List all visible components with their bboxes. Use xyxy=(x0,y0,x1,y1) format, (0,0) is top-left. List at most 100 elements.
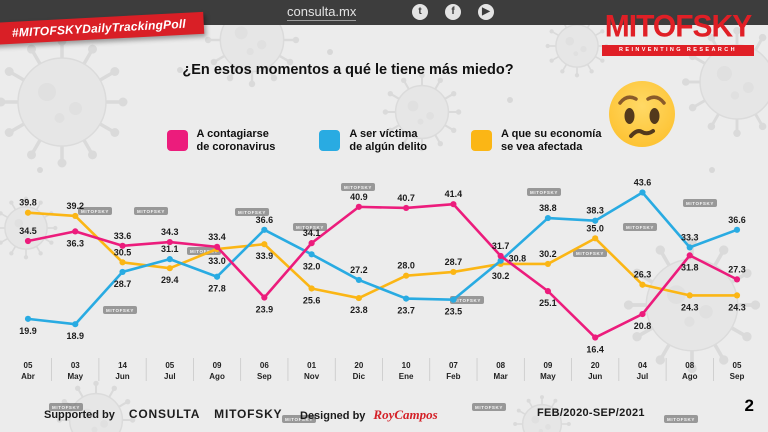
data-point-delito xyxy=(450,296,457,303)
value-label-coronavirus: 34.3 xyxy=(161,227,179,237)
value-label-economia: 30.5 xyxy=(114,247,132,257)
legend-swatch-pink xyxy=(166,130,188,152)
data-point-coronavirus xyxy=(213,243,221,250)
data-point-economia xyxy=(592,235,599,242)
value-label-delito: 38.3 xyxy=(586,206,604,216)
value-label-delito: 23.7 xyxy=(397,306,415,316)
value-label-coronavirus: 33.4 xyxy=(208,232,226,242)
svg-text:MITOFSKY: MITOFSKY xyxy=(238,210,266,215)
x-tick-day: 14 xyxy=(118,361,127,370)
data-point-economia xyxy=(166,265,173,272)
twitter-icon[interactable]: t xyxy=(412,4,428,20)
social-icons: t f ▶ xyxy=(412,4,494,20)
mitofsky-logo: MITOFSKY REINVENTING RESEARCH xyxy=(602,9,754,56)
data-point-coronavirus xyxy=(308,240,315,247)
value-label-coronavirus: 40.7 xyxy=(397,193,415,203)
data-point-coronavirus xyxy=(24,237,32,245)
value-label-economia: 28.0 xyxy=(397,261,415,271)
mitofsky-watermark-pill: MITOFSKY xyxy=(134,207,168,215)
x-tick-month: Ago xyxy=(682,372,698,381)
value-label-delito: 38.8 xyxy=(539,203,557,213)
svg-text:MITOFSKY: MITOFSKY xyxy=(686,201,714,206)
svg-text:MITOFSKY: MITOFSKY xyxy=(453,298,481,303)
value-label-delito: 23.5 xyxy=(445,307,463,317)
data-point-coronavirus xyxy=(592,334,599,341)
data-point-economia xyxy=(308,285,315,292)
legend-item-delito: A ser víctima de algún delito xyxy=(319,128,427,154)
mitofsky-watermark-pill: MITOFSKY xyxy=(472,403,506,411)
svg-text:MITOFSKY: MITOFSKY xyxy=(137,209,165,214)
data-point-economia xyxy=(24,209,32,216)
value-label-economia: 30.2 xyxy=(539,249,557,259)
designed-by-label: Designed by xyxy=(300,410,366,422)
mitofsky-watermark-pill: MITOFSKY xyxy=(573,249,607,257)
data-point-economia xyxy=(733,292,741,299)
x-tick-month: Abr xyxy=(21,372,35,381)
virus-shape xyxy=(56,380,136,432)
data-point-coronavirus xyxy=(261,294,268,301)
value-label-economia: 39.2 xyxy=(67,201,85,211)
data-point-delito xyxy=(308,251,315,258)
data-point-delito xyxy=(355,276,362,284)
legend-label-line: de coronavirus xyxy=(196,140,276,153)
data-point-coronavirus xyxy=(119,242,126,249)
data-point-delito xyxy=(592,217,599,224)
value-label-economia: 29.4 xyxy=(161,275,179,285)
value-label-delito: 30.8 xyxy=(509,254,527,264)
svg-text:MITOFSKY: MITOFSKY xyxy=(190,249,218,254)
data-point-delito xyxy=(213,273,221,280)
data-point-delito xyxy=(119,268,126,276)
data-point-economia xyxy=(355,294,362,302)
mitofsky-brand: MITOFSKY xyxy=(214,407,283,421)
facebook-icon[interactable]: f xyxy=(445,4,461,20)
legend-item-coronavirus: A contagiarse de coronavirus xyxy=(166,128,276,154)
x-tick-month: May xyxy=(67,372,83,381)
value-label-delito: 32.0 xyxy=(303,261,321,271)
data-point-delito xyxy=(733,226,741,233)
value-label-economia: 30.2 xyxy=(492,271,510,281)
chart-legend: A contagiarse de coronavirus A ser vícti… xyxy=(0,128,768,154)
worried-face-emoji-icon xyxy=(609,81,675,147)
value-label-delito: 27.8 xyxy=(208,284,226,294)
value-label-coronavirus: 33.6 xyxy=(114,231,132,241)
x-tick-month: Ago xyxy=(209,372,225,381)
mitofsky-watermark-pill: MITOFSKY xyxy=(623,223,657,231)
x-tick-month: Jun xyxy=(588,372,602,381)
x-tick-day: 05 xyxy=(165,361,174,370)
mitofsky-watermark-pill: MITOFSKY xyxy=(49,403,83,411)
legend-label-line: de algún delito xyxy=(349,140,428,153)
data-point-coronavirus xyxy=(497,252,504,260)
mitofsky-watermark-pill: MITOFSKY xyxy=(293,223,327,231)
designed-by-group: Designed by RoyCampos xyxy=(300,407,438,423)
data-point-delito xyxy=(639,189,646,196)
x-tick-day: 09 xyxy=(213,361,222,370)
x-tick-day: 03 xyxy=(71,361,80,370)
svg-text:MITOFSKY: MITOFSKY xyxy=(52,405,80,410)
data-point-delito xyxy=(261,226,268,233)
site-url[interactable]: consulta.mx xyxy=(287,4,357,21)
data-point-delito xyxy=(403,295,410,302)
x-tick-day: 20 xyxy=(591,361,600,370)
series-line-coronavirus xyxy=(27,202,738,339)
svg-text:MITOFSKY: MITOFSKY xyxy=(106,308,134,313)
value-label-economia: 24.3 xyxy=(681,302,699,312)
x-tick-month: May xyxy=(540,372,556,381)
value-label-delito: 19.9 xyxy=(19,326,37,336)
logo-tagline: REINVENTING RESEARCH xyxy=(602,45,754,56)
value-label-coronavirus: 41.4 xyxy=(445,189,463,199)
mitofsky-watermark-pill: MITOFSKY xyxy=(235,208,269,216)
svg-text:MITOFSKY: MITOFSKY xyxy=(285,417,313,422)
x-tick-month: Jul xyxy=(637,372,649,381)
legend-swatch-yellow xyxy=(471,130,493,152)
value-label-delito: 28.7 xyxy=(114,279,132,289)
youtube-icon[interactable]: ▶ xyxy=(478,4,494,20)
designer-signature: RoyCampos xyxy=(373,407,438,422)
x-tick-day: 08 xyxy=(685,361,694,370)
data-point-delito xyxy=(544,214,552,222)
data-point-coronavirus xyxy=(544,288,552,295)
x-tick-day: 05 xyxy=(24,361,33,370)
value-label-coronavirus: 16.4 xyxy=(586,345,604,355)
x-tick-month: Ene xyxy=(399,372,414,381)
x-tick-month: Feb xyxy=(446,372,460,381)
